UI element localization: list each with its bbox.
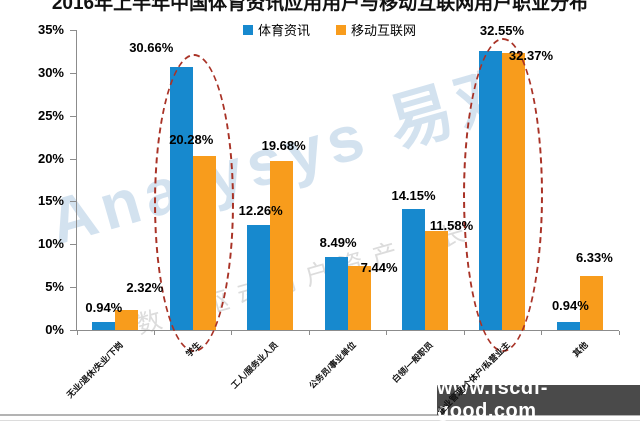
- bar-sports-0: [92, 321, 116, 330]
- legend-swatch-orange-icon: [336, 24, 347, 35]
- legend-label: 移动互联网: [351, 23, 417, 38]
- y-tick-mark: [70, 330, 76, 331]
- bar-value-label: 12.26%: [238, 202, 283, 218]
- footer-url: www.fscdf-good.com: [437, 377, 548, 422]
- legend: 体育资讯 移动互联网: [243, 20, 416, 39]
- x-tick-mark: [76, 331, 78, 335]
- y-tick-mark: [70, 30, 76, 31]
- legend-label: 体育资讯: [258, 23, 311, 38]
- y-tick-label: 20%: [37, 150, 64, 166]
- x-axis-line: [76, 330, 619, 331]
- bar-mobile-6: [579, 275, 603, 330]
- bar-value-label: 32.55%: [479, 23, 524, 38]
- y-tick-mark: [70, 244, 76, 246]
- bar-value-label: 11.58%: [429, 217, 474, 233]
- footer-banner: www.fscdf-good.com: [437, 377, 640, 422]
- bar-value-label: 7.44%: [360, 260, 398, 276]
- bar-sports-6: [556, 321, 580, 330]
- y-tick-label: 10%: [37, 236, 64, 252]
- x-tick-mark: [308, 331, 310, 335]
- y-tick-mark: [70, 72, 76, 74]
- bar-value-label: 19.68%: [261, 138, 306, 154]
- y-axis-line: [76, 30, 77, 330]
- y-tick-label: 15%: [37, 193, 64, 209]
- bar-sports-3: [324, 257, 348, 330]
- y-tick-mark: [70, 287, 76, 289]
- bar-mobile-4: [425, 230, 449, 330]
- bar-value-label: 14.15%: [391, 187, 436, 203]
- bar-mobile-3: [347, 266, 371, 330]
- y-tick-label: 0%: [45, 322, 64, 337]
- bar-value-label: 6.33%: [575, 249, 613, 265]
- bar-value-label: 32.37%: [508, 47, 553, 63]
- x-tick-mark: [463, 331, 465, 335]
- x-tick-mark: [618, 331, 620, 335]
- bar-value-label: 8.49%: [319, 235, 357, 251]
- y-tick-label: 30%: [37, 64, 64, 80]
- bottom-divider: [0, 414, 640, 421]
- y-tick-mark: [70, 115, 76, 117]
- y-tick-label: 25%: [37, 107, 64, 123]
- highlight-ellipse: [153, 54, 234, 352]
- x-tick-mark: [541, 331, 543, 335]
- highlight-ellipse: [463, 38, 544, 352]
- chart-title: 2016年上半年中国体育资讯应用用户与移动互联网用户职业分布: [51, 0, 589, 14]
- bar-value-label: 0.94%: [85, 299, 123, 315]
- bar-value-label: 30.66%: [129, 40, 174, 56]
- x-tick-mark: [154, 331, 156, 335]
- y-tick-mark: [70, 158, 76, 160]
- legend-item-mobile-internet: 移动互联网: [336, 20, 416, 39]
- bar-sports-2: [247, 224, 271, 330]
- y-tick-label: 5%: [45, 279, 64, 295]
- bar-sports-4: [402, 208, 426, 330]
- y-tick-mark: [70, 201, 76, 203]
- bar-mobile-0: [115, 310, 139, 330]
- x-tick-mark: [231, 331, 233, 335]
- bar-value-label: 2.32%: [126, 280, 164, 296]
- bar-value-label: 20.28%: [169, 132, 214, 148]
- bar-value-label: 0.94%: [551, 297, 589, 313]
- x-tick-mark: [386, 331, 388, 335]
- bar-mobile-2: [270, 161, 294, 330]
- legend-item-sports-info: 体育资讯: [243, 20, 310, 39]
- legend-swatch-blue-icon: [243, 24, 253, 35]
- y-tick-label: 35%: [37, 22, 64, 37]
